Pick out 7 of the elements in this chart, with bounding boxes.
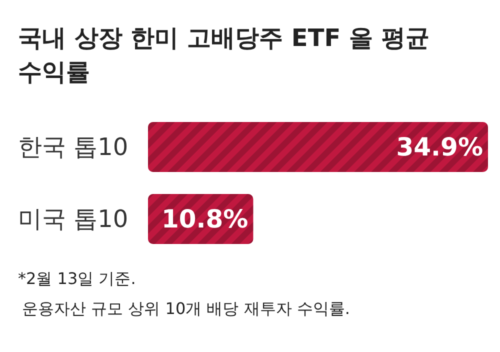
data-label: 34.9% [396, 132, 483, 162]
y-tick-label: 한국 톱10 [18, 133, 128, 161]
data-label: 10.8% [161, 204, 248, 234]
y-tick-label: 미국 톱10 [18, 205, 128, 233]
chart-title: 국내 상장 한미 고배당주 ETF 올 평균 수익률 [18, 24, 430, 86]
text: 운용자산 규모 상위 10개 배당 재투자 수익률. [22, 299, 350, 318]
text: *2월 13일 기준. [18, 269, 136, 288]
